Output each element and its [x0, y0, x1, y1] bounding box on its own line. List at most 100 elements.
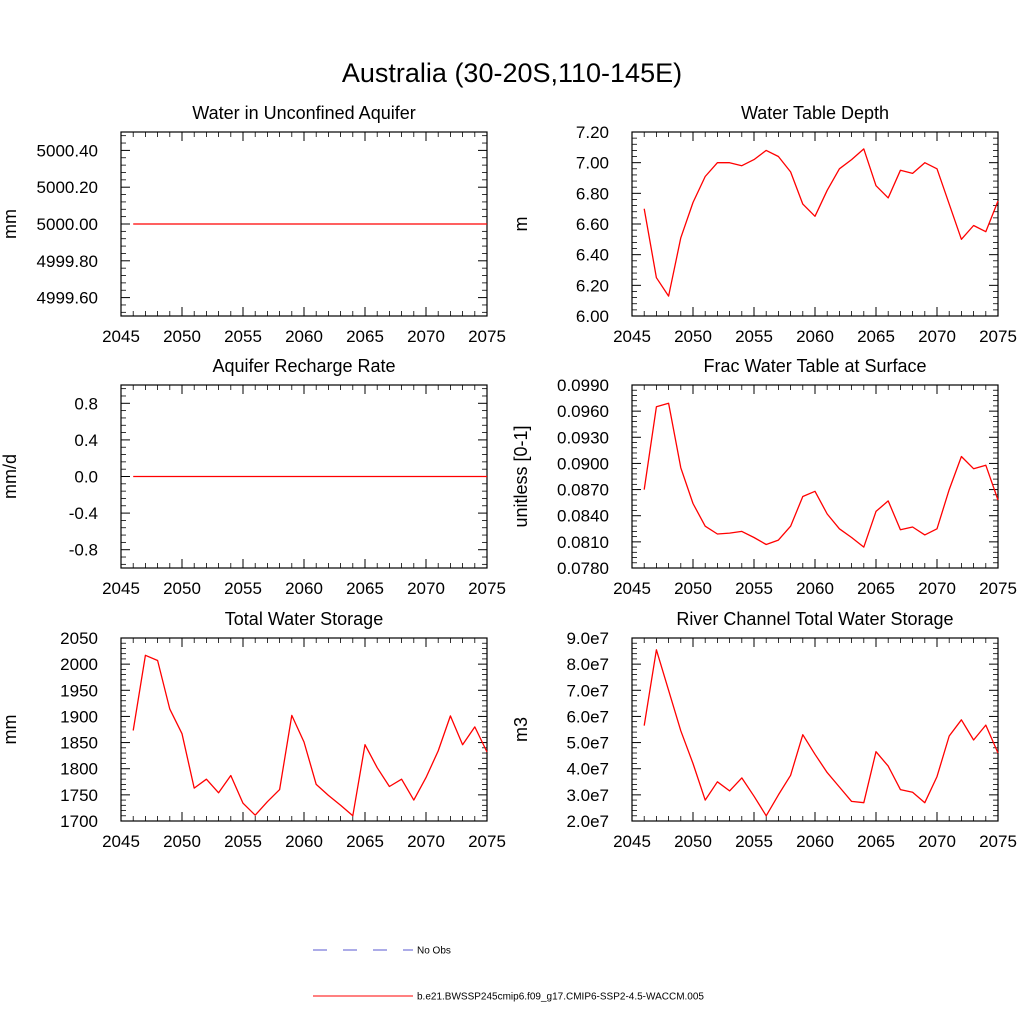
y-tick-label: 6.0e7	[566, 707, 609, 726]
chart-panel: 2045 2050 2055 2060 2065 2070 2075 6.00 6.20 6.40…	[511, 103, 1017, 346]
y-tick-label: -0.8	[69, 541, 98, 560]
y-tick-label: 0.0960	[557, 402, 609, 421]
x-tick-label: 2045	[102, 832, 140, 851]
panel-title: Total Water Storage	[225, 609, 383, 629]
y-tick-label: 1750	[60, 786, 98, 805]
y-tick-label: 5.0e7	[566, 734, 609, 753]
y-tick-label: 1950	[60, 681, 98, 700]
x-tick-label: 2060	[285, 832, 323, 851]
x-tick-label: 2065	[857, 327, 895, 346]
y-tick-label: 6.60	[576, 215, 609, 234]
y-tick-label: 7.20	[576, 123, 609, 142]
series-line	[643, 148, 999, 297]
y-tick-label: 6.40	[576, 246, 609, 265]
y-tick-label: 0.0900	[557, 454, 609, 473]
y-tick-label: 1850	[60, 734, 98, 753]
y-axis-label: mm	[0, 209, 20, 239]
x-tick-label: 2070	[918, 579, 956, 598]
x-tick-label: 2070	[407, 832, 445, 851]
y-tick-label: 3.0e7	[566, 786, 609, 805]
x-tick-label: 2060	[796, 579, 834, 598]
x-tick-label: 2045	[102, 579, 140, 598]
series-line	[643, 649, 999, 817]
x-tick-label: 2075	[468, 579, 506, 598]
x-tick-label: 2070	[918, 327, 956, 346]
figure-title: Australia (30-20S,110-145E)	[342, 58, 682, 88]
x-tick-label: 2050	[674, 832, 712, 851]
y-tick-label: 0.8	[74, 394, 98, 413]
y-tick-label: 2050	[60, 629, 98, 648]
y-axis-label: m	[511, 217, 531, 232]
y-tick-label: 8.0e7	[566, 655, 609, 674]
x-tick-label: 2050	[674, 579, 712, 598]
legend-no-obs-label: No Obs	[417, 946, 451, 957]
y-tick-label: 5000.20	[37, 178, 98, 197]
x-tick-label: 2070	[407, 327, 445, 346]
y-tick-label: 4999.60	[37, 289, 98, 308]
x-tick-label: 2055	[224, 832, 262, 851]
panel-title: River Channel Total Water Storage	[676, 609, 953, 629]
x-tick-label: 2075	[468, 832, 506, 851]
x-tick-label: 2055	[224, 579, 262, 598]
chart-panels: 2045 2050 2055 2060 2065 2070 2075 4999.60 4999.…	[0, 103, 1017, 851]
y-tick-label: 6.00	[576, 307, 609, 326]
y-tick-label: 0.0840	[557, 507, 609, 526]
x-tick-label: 2045	[102, 327, 140, 346]
y-tick-label: 5000.00	[37, 215, 98, 234]
legend-model-label: b.e21.BWSSP245cmip6.f09_g17.CMIP6-SSP2-4…	[417, 992, 704, 1003]
x-tick-label: 2045	[613, 832, 651, 851]
x-tick-label: 2060	[796, 832, 834, 851]
x-tick-label: 2075	[468, 327, 506, 346]
chart-panel: 2045 2050 2055 2060 2065 2070 2075 0.0780 0.0810…	[511, 356, 1017, 598]
x-tick-label: 2075	[979, 327, 1017, 346]
x-tick-label: 2065	[857, 832, 895, 851]
x-tick-label: 2065	[346, 327, 384, 346]
y-axis-label: unitless [0-1]	[511, 425, 531, 527]
x-tick-label: 2050	[674, 327, 712, 346]
y-tick-label: 0.0780	[557, 559, 609, 578]
y-tick-label: 0.0990	[557, 376, 609, 395]
y-tick-label: 6.80	[576, 184, 609, 203]
y-tick-label: 1900	[60, 707, 98, 726]
y-tick-label: 9.0e7	[566, 629, 609, 648]
y-tick-label: 0.4	[74, 431, 98, 450]
series-line	[132, 654, 488, 817]
x-tick-label: 2060	[285, 327, 323, 346]
chart-panel: 2045 2050 2055 2060 2065 2070 2075 2.0e7 3.0e7 4.…	[511, 609, 1017, 851]
x-tick-label: 2060	[796, 327, 834, 346]
x-tick-label: 2050	[163, 832, 201, 851]
x-tick-label: 2065	[857, 579, 895, 598]
x-tick-label: 2045	[613, 327, 651, 346]
chart-panel: 2045 2050 2055 2060 2065 2070 2075 -0.8 -0.4 0.0 0…	[0, 356, 506, 598]
y-tick-label: 0.0870	[557, 481, 609, 500]
y-axis-label: m3	[511, 717, 531, 742]
series-line	[643, 402, 999, 548]
y-tick-label: 1800	[60, 760, 98, 779]
x-tick-label: 2060	[285, 579, 323, 598]
x-tick-label: 2055	[735, 832, 773, 851]
y-axis-label: mm/d	[0, 454, 20, 499]
y-tick-label: 0.0	[74, 468, 98, 487]
y-tick-label: 2.0e7	[566, 812, 609, 831]
y-tick-label: 2000	[60, 655, 98, 674]
y-tick-label: 4.0e7	[566, 760, 609, 779]
y-tick-label: 1700	[60, 812, 98, 831]
chart-panel: 2045 2050 2055 2060 2065 2070 2075 4999.60 4999.…	[0, 103, 506, 346]
panel-title: Aquifer Recharge Rate	[212, 356, 395, 376]
x-tick-label: 2065	[346, 832, 384, 851]
x-tick-label: 2075	[979, 832, 1017, 851]
x-tick-label: 2050	[163, 579, 201, 598]
x-tick-label: 2065	[346, 579, 384, 598]
y-tick-label: -0.4	[69, 504, 98, 523]
y-axis-label: mm	[0, 715, 20, 745]
y-tick-label: 5000.40	[37, 141, 98, 160]
x-tick-label: 2075	[979, 579, 1017, 598]
y-tick-label: 7.0e7	[566, 681, 609, 700]
x-tick-label: 2070	[918, 832, 956, 851]
y-tick-label: 4999.80	[37, 252, 98, 271]
panel-title: Frac Water Table at Surface	[703, 356, 926, 376]
y-tick-label: 0.0810	[557, 533, 609, 552]
y-tick-label: 6.20	[576, 276, 609, 295]
x-tick-label: 2055	[735, 327, 773, 346]
